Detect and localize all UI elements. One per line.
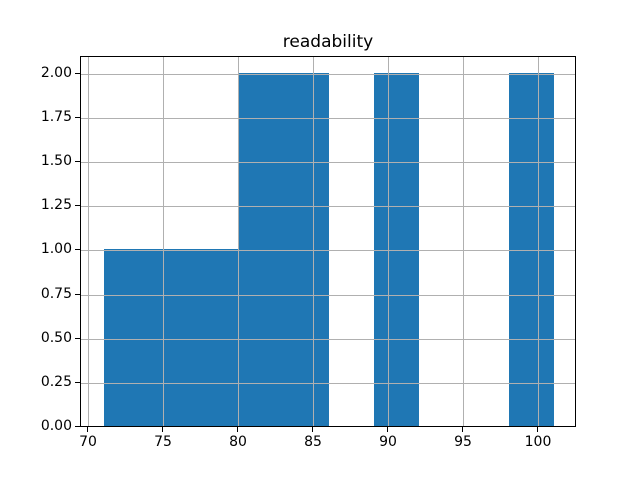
y-tick-label: 1.75 <box>40 109 72 125</box>
gridline-horizontal <box>81 118 575 119</box>
gridline-horizontal <box>81 250 575 251</box>
gridline-horizontal <box>81 206 575 207</box>
gridline-vertical <box>238 57 239 426</box>
gridline-vertical <box>163 57 164 426</box>
y-tick-label: 1.50 <box>40 153 72 169</box>
y-tick-label: 0.25 <box>40 374 72 390</box>
y-tick-mark <box>75 382 80 383</box>
x-tick-mark <box>312 427 313 432</box>
x-tick-label: 85 <box>304 434 322 450</box>
gridline-vertical <box>538 57 539 426</box>
gridline-horizontal <box>81 383 575 384</box>
y-tick-mark <box>75 338 80 339</box>
histogram-bar <box>149 249 194 426</box>
histogram-bar <box>284 73 329 426</box>
histogram-bar <box>374 73 419 426</box>
x-tick-label: 70 <box>79 434 97 450</box>
x-tick-mark <box>387 427 388 432</box>
y-tick-label: 2.00 <box>40 65 72 81</box>
gridline-vertical <box>313 57 314 426</box>
plot-area <box>80 56 576 427</box>
gridline-horizontal <box>81 339 575 340</box>
chart-title: readability <box>282 32 374 52</box>
gridline-vertical <box>463 57 464 426</box>
y-tick-label: 0.75 <box>40 286 72 302</box>
gridline-horizontal <box>81 162 575 163</box>
y-tick-mark <box>75 294 80 295</box>
histogram-bar <box>509 73 554 426</box>
x-tick-mark <box>537 427 538 432</box>
x-tick-mark <box>237 427 238 432</box>
x-tick-label: 100 <box>524 434 552 450</box>
y-tick-mark <box>75 249 80 250</box>
histogram-bar <box>194 249 239 426</box>
gridline-horizontal <box>81 74 575 75</box>
histogram-bar <box>104 249 149 426</box>
gridline-horizontal <box>81 295 575 296</box>
x-tick-label: 80 <box>229 434 247 450</box>
y-tick-label: 1.25 <box>40 197 72 213</box>
x-tick-mark <box>87 427 88 432</box>
x-tick-label: 75 <box>154 434 172 450</box>
x-tick-mark <box>162 427 163 432</box>
y-tick-mark <box>75 426 80 427</box>
y-tick-label: 0.50 <box>40 330 72 346</box>
x-tick-label: 90 <box>379 434 397 450</box>
y-tick-label: 1.00 <box>40 241 72 257</box>
y-tick-mark <box>75 161 80 162</box>
x-tick-label: 95 <box>454 434 472 450</box>
histogram-bar <box>239 73 284 426</box>
gridline-vertical <box>88 57 89 426</box>
y-tick-mark <box>75 117 80 118</box>
y-tick-mark <box>75 205 80 206</box>
gridline-vertical <box>388 57 389 426</box>
y-tick-mark <box>75 73 80 74</box>
y-tick-label: 0.00 <box>40 418 72 434</box>
x-tick-mark <box>462 427 463 432</box>
